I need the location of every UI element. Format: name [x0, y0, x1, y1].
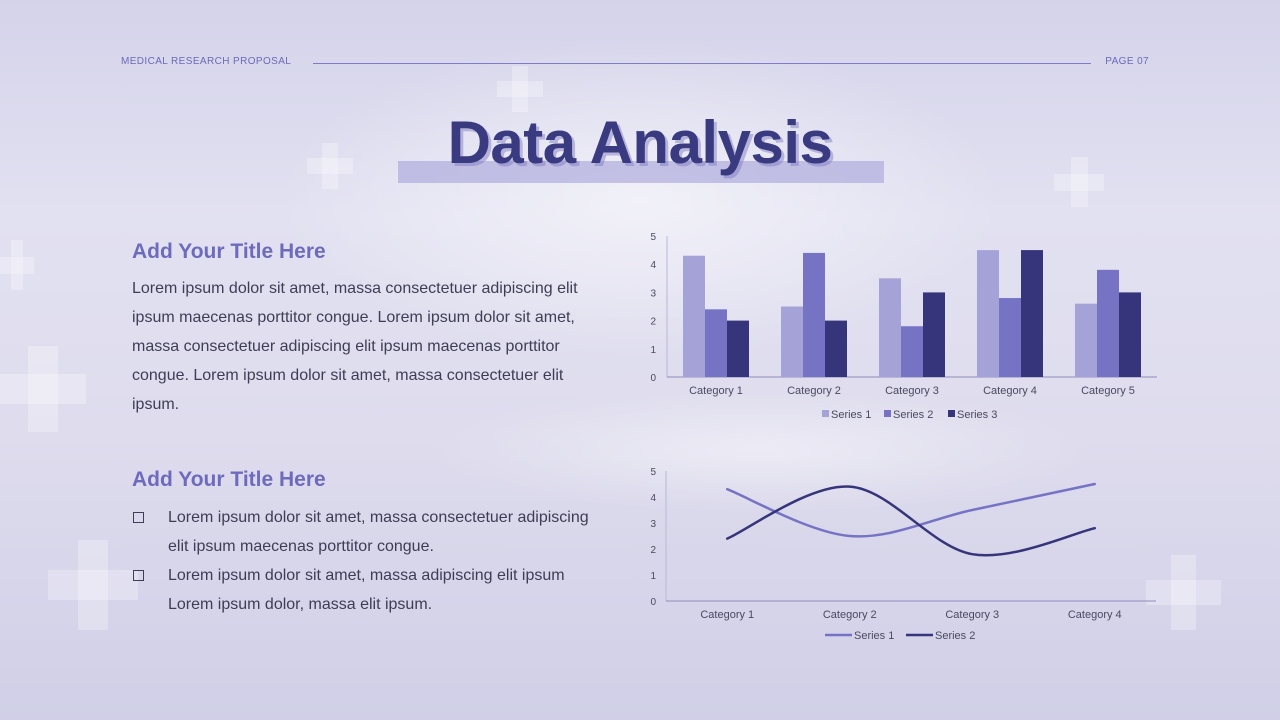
bullet-item: Lorem ipsum dolor sit amet, massa adipis… — [132, 561, 592, 619]
decor-cross — [0, 346, 86, 432]
section2-bullet-list: Lorem ipsum dolor sit amet, massa consec… — [132, 503, 592, 619]
header-divider — [313, 63, 1091, 64]
page-title: Data Analysis — [447, 109, 833, 176]
checkbox-bullet-icon — [133, 570, 144, 581]
page-number: PAGE 07 — [1105, 56, 1149, 67]
decor-cross — [48, 540, 138, 630]
section2-title: Add Your Title Here — [132, 468, 326, 491]
decor-cross — [1054, 157, 1104, 207]
bullet-text: Lorem ipsum dolor sit amet, massa consec… — [168, 509, 589, 555]
checkbox-bullet-icon — [133, 512, 144, 523]
decor-cross — [1146, 555, 1221, 630]
decor-cross — [307, 143, 353, 189]
decor-cross — [0, 240, 34, 290]
section1-title: Add Your Title Here — [132, 240, 326, 263]
bullet-item: Lorem ipsum dolor sit amet, massa consec… — [132, 503, 592, 561]
title-underline-bar — [398, 161, 884, 183]
bullet-text: Lorem ipsum dolor sit amet, massa adipis… — [168, 567, 565, 613]
decor-cross — [497, 66, 543, 112]
section1-body: Lorem ipsum dolor sit amet, massa consec… — [132, 280, 578, 413]
header-label: MEDICAL RESEARCH PROPOSAL — [121, 56, 292, 67]
